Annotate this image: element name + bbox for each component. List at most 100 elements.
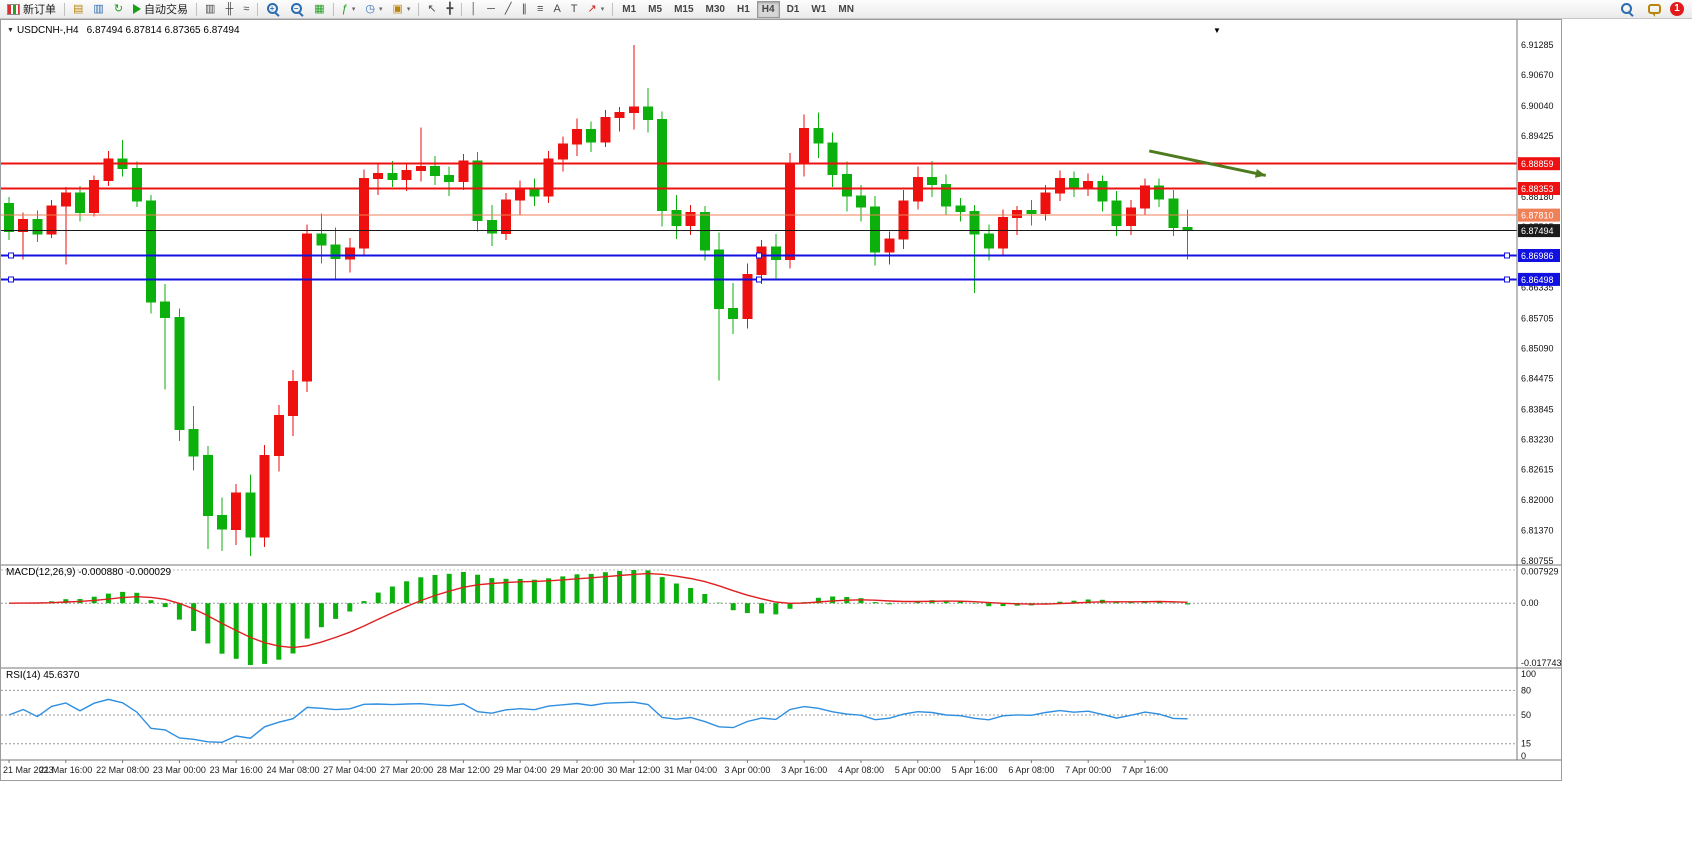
toolbar: 新订单 ▤ ▥ ↻ 自动交易 ▥ ╫ ≈ + − ▦ ƒ ▾ ◷ ▾ ▣ ▾ ↖ ╋ │ ─ ╱ ∥ ≡ A T ↗ ▾ M1 M5 M1…: [0, 0, 1692, 19]
svg-text:4 Apr 08:00: 4 Apr 08:00: [838, 765, 884, 775]
macd-histogram-bar: [389, 586, 395, 604]
fibonacci-button[interactable]: ≡: [533, 1, 547, 18]
rsi-label: RSI(14) 45.6370: [6, 670, 80, 681]
channel-icon: ∥: [521, 2, 528, 15]
svg-text:80: 80: [1521, 685, 1531, 695]
text-button[interactable]: A: [549, 1, 564, 18]
label-icon: T: [570, 2, 578, 15]
macd-histogram-bar: [858, 598, 864, 604]
label-button[interactable]: T: [567, 1, 582, 18]
line-handle[interactable]: [1504, 276, 1510, 283]
channel-button[interactable]: ∥: [518, 1, 532, 18]
macd-histogram-bar: [986, 603, 992, 607]
horizontal-line-button[interactable]: ─: [483, 1, 499, 18]
line-handle[interactable]: [8, 252, 14, 259]
macd-histogram-bar: [262, 603, 268, 664]
macd-histogram-bar: [418, 577, 424, 604]
svg-text:-0.017743: -0.017743: [1521, 658, 1561, 668]
price-axis[interactable]: 6.912856.906706.900406.894256.888106.881…: [1518, 40, 1560, 566]
magnifier-sign: −: [293, 3, 299, 13]
price-tag-6.87810: [1518, 208, 1560, 222]
dropdown-caret[interactable]: ▾: [406, 6, 411, 13]
line-handle[interactable]: [1504, 252, 1510, 259]
auto-trading-button[interactable]: 自动交易: [129, 1, 192, 18]
horizontal-lines[interactable]: [1, 162, 1517, 283]
macd-histogram-bar: [759, 603, 765, 614]
tile-windows-button[interactable]: ▦: [310, 1, 328, 18]
search-button[interactable]: [1616, 1, 1638, 18]
crosshair-button[interactable]: ╋: [443, 1, 458, 18]
timeframe-button-m5[interactable]: M5: [643, 1, 667, 18]
svg-text:6.83845: 6.83845: [1521, 404, 1554, 414]
profiles-button[interactable]: ▥: [89, 1, 107, 18]
dropdown-caret[interactable]: ▾: [378, 6, 383, 13]
macd-histogram-bar: [744, 603, 750, 613]
line-chart-button[interactable]: ≈: [239, 1, 253, 18]
macd-histogram-bar: [631, 570, 637, 604]
svg-text:6.80755: 6.80755: [1521, 556, 1554, 566]
dropdown-caret[interactable]: ▾: [600, 6, 605, 13]
macd-histogram-bar: [162, 603, 168, 608]
chart-canvas[interactable]: 6.912856.906706.900406.894256.888106.881…: [1, 20, 1562, 780]
pane-separators: [1, 20, 1561, 761]
macd-histogram-bar: [361, 601, 367, 604]
line-handle[interactable]: [756, 252, 762, 259]
auto-trading-button-label: 自动交易: [144, 4, 189, 16]
rsi-indicator: 100 80 50 15 0: [1, 669, 1536, 761]
macd-histogram-bar: [63, 599, 69, 604]
zoom-in-button[interactable]: +: [262, 1, 284, 18]
zoom-out-icon: −: [290, 2, 304, 16]
svg-text:6.86986: 6.86986: [1521, 251, 1554, 261]
bar-chart-button[interactable]: ▥: [201, 1, 219, 18]
line-handle[interactable]: [756, 276, 762, 283]
timeframe-button-m30[interactable]: M30: [701, 1, 730, 18]
macd-histogram-bar: [517, 578, 523, 604]
svg-text:3 Apr 16:00: 3 Apr 16:00: [781, 765, 827, 775]
zoom-out-button[interactable]: −: [286, 1, 308, 18]
line-handle[interactable]: [8, 276, 14, 283]
auto-scroll-arrow[interactable]: ▼: [1213, 26, 1221, 35]
macd-histogram-bar: [1057, 601, 1063, 604]
macd-signal-line: [8, 572, 1188, 649]
cursor-button[interactable]: ↖: [423, 1, 440, 18]
vertical-line-button[interactable]: │: [466, 1, 481, 18]
toolbar-separator: [64, 2, 65, 16]
new-chart-button[interactable]: ▤: [69, 1, 87, 18]
timeframe-button-h4[interactable]: H4: [756, 0, 780, 18]
trend-arrow-annotation[interactable]: [1148, 149, 1267, 178]
timeframe-button-d1[interactable]: D1: [782, 1, 805, 18]
indicators-button[interactable]: ƒ ▾: [338, 1, 360, 18]
search-icon: [1620, 2, 1634, 16]
ohlc-values: 6.87494 6.87814 6.87365 6.87494: [86, 25, 240, 36]
messages-button[interactable]: [1644, 1, 1665, 18]
horizontal-line-icon: ─: [487, 2, 495, 15]
timeframe-button-mn[interactable]: MN: [833, 1, 859, 18]
arrows-button[interactable]: ↗ ▾: [584, 1, 609, 18]
dropdown-caret[interactable]: ▾: [351, 6, 356, 13]
timeframe-button-m1[interactable]: M1: [617, 1, 641, 18]
candlestick-chart-button[interactable]: ╫: [221, 1, 237, 18]
svg-text:21 Mar 2023: 21 Mar 2023: [3, 765, 54, 775]
symbol-title: USDCNH-,H4: [16, 25, 79, 36]
svg-text:6.90670: 6.90670: [1521, 70, 1554, 80]
macd-histogram-bar: [1071, 600, 1077, 604]
macd-histogram-bar: [915, 601, 921, 604]
trendline-button[interactable]: ╱: [501, 1, 516, 18]
svg-text:6.82000: 6.82000: [1521, 495, 1554, 505]
refresh-button[interactable]: ↻: [110, 1, 127, 18]
macd-histogram-bar: [347, 603, 353, 612]
macd-histogram-bar: [290, 603, 296, 654]
svg-text:6.83230: 6.83230: [1521, 435, 1554, 445]
svg-text:6.87494: 6.87494: [1521, 226, 1554, 236]
timeframe-button-w1[interactable]: W1: [806, 1, 831, 18]
new-order-button[interactable]: 新订单: [3, 1, 60, 18]
notification-badge[interactable]: 1: [1670, 2, 1684, 16]
templates-button[interactable]: ▣ ▾: [388, 1, 414, 18]
timeframe-button-h1[interactable]: H1: [732, 1, 755, 18]
candlestick-icon: ╫: [225, 2, 234, 15]
timeframe-button-m15[interactable]: M15: [669, 1, 698, 18]
svg-text:29 Mar 04:00: 29 Mar 04:00: [494, 765, 547, 775]
periods-button[interactable]: ◷ ▾: [361, 1, 386, 18]
macd-histogram-bar: [134, 592, 140, 604]
